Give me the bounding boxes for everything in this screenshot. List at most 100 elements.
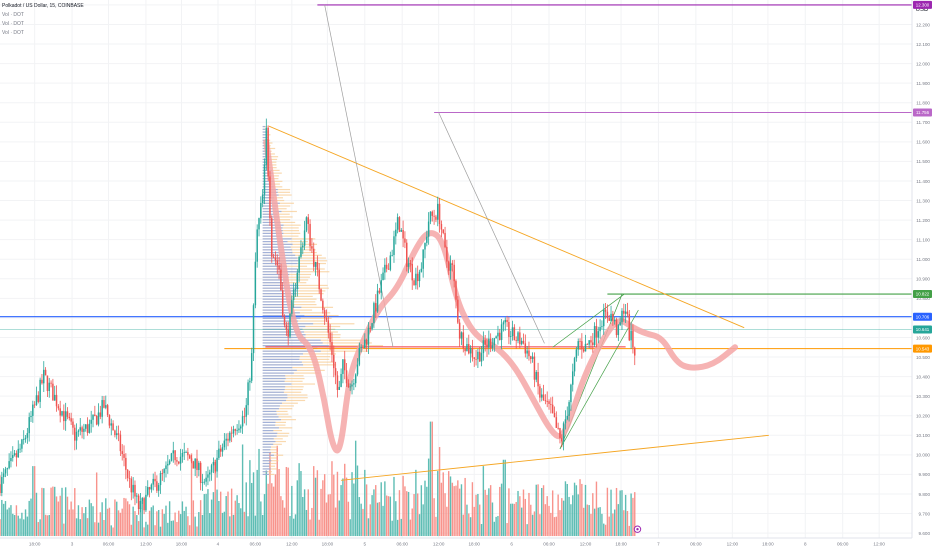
- candle-body: [400, 230, 403, 232]
- candle-body: [420, 268, 423, 272]
- volume-bar: [604, 524, 607, 537]
- volume-bar: [404, 486, 406, 537]
- candle-body: [30, 415, 32, 418]
- volume-bar: [234, 500, 236, 537]
- vp-row-up: [262, 457, 271, 459]
- candle-body: [101, 400, 103, 417]
- volume-bar: [72, 509, 74, 537]
- vp-row-up: [262, 438, 274, 440]
- volume-bar: [499, 486, 501, 537]
- candle-body: [489, 338, 492, 349]
- candle-body: [254, 261, 257, 306]
- candle-body: [223, 440, 226, 448]
- candle-body: [528, 350, 530, 357]
- volume-bar: [568, 496, 570, 537]
- candle-body: [291, 300, 293, 314]
- candle-body: [86, 424, 89, 433]
- indicator-volume-1[interactable]: Vol · DOT: [2, 12, 24, 18]
- volume-bar: [553, 517, 556, 537]
- candle-body: [88, 423, 91, 433]
- candle-body: [634, 347, 636, 356]
- volume-bar: [415, 469, 417, 537]
- indicator-volume-3[interactable]: Vol · DOT: [2, 30, 24, 36]
- vp-row-up: [262, 408, 279, 410]
- candle-body: [13, 453, 16, 456]
- vp-row-up: [262, 421, 276, 423]
- volume-bar: [260, 501, 262, 537]
- volume-bar: [55, 496, 58, 537]
- volume-bar: [291, 485, 293, 537]
- volume-bar: [475, 494, 477, 537]
- time-tick-label: 18:00: [176, 542, 188, 547]
- vp-row-up: [262, 446, 271, 448]
- vp-row-up: [262, 377, 286, 380]
- volume-bar: [510, 503, 512, 537]
- candle-body: [37, 395, 40, 402]
- volume-bar: [57, 501, 60, 537]
- candle-body: [240, 426, 242, 429]
- volume-bar: [550, 512, 552, 537]
- candle-body: [624, 311, 627, 314]
- candle-body: [548, 401, 550, 405]
- candle-body: [274, 257, 277, 261]
- candle-body: [21, 439, 23, 449]
- candle-body: [307, 217, 310, 224]
- volume-bar: [422, 504, 424, 537]
- volume-bar: [581, 483, 583, 537]
- volume-bar: [225, 496, 227, 537]
- vp-row-up: [262, 202, 280, 204]
- vp-row-up: [262, 353, 304, 355]
- price-tick-label: 12.000: [916, 61, 930, 66]
- volume-bar: [489, 485, 492, 537]
- volume-bar: [238, 503, 240, 537]
- candle-body: [172, 450, 175, 454]
- volume-bar: [199, 500, 202, 537]
- vp-row-up: [262, 293, 297, 295]
- volume-bar: [360, 503, 362, 537]
- volume-bar: [566, 483, 568, 537]
- candle-body: [354, 374, 357, 384]
- candle-body: [433, 215, 435, 217]
- symbol-title[interactable]: Polkadot / US Dollar, 15, COINBASE: [2, 3, 84, 9]
- candle-body: [559, 428, 561, 438]
- volume-bar: [121, 508, 123, 537]
- time-axis-background: [0, 538, 912, 550]
- candle-body: [294, 288, 297, 290]
- candle-body: [35, 395, 38, 405]
- volume-bar: [276, 445, 278, 537]
- candle-body: [437, 203, 439, 220]
- candle-body: [198, 462, 200, 471]
- candle-body: [513, 327, 516, 341]
- candle-body: [174, 450, 176, 461]
- candle-body: [250, 353, 253, 381]
- time-tick-label: 06:00: [837, 542, 849, 547]
- candle-body: [154, 478, 156, 482]
- candle-body: [632, 330, 634, 348]
- candle-body: [621, 310, 623, 323]
- volume-bar: [376, 502, 379, 537]
- volume-bar: [500, 483, 503, 537]
- volume-bar: [220, 491, 222, 537]
- time-axis[interactable]: 18:00 3 06:00 12:00 18:00 4 06:00 12:00 18:00 5 06…: [0, 537, 912, 550]
- volume-bar: [482, 466, 485, 537]
- candle-body: [196, 458, 198, 471]
- volume-bar: [599, 507, 601, 537]
- candle-body: [462, 332, 465, 349]
- volume-bar: [493, 521, 496, 537]
- vp-row-up: [262, 386, 286, 388]
- volume-bar: [147, 524, 149, 537]
- candle-body: [117, 433, 120, 435]
- volume-bar: [537, 484, 539, 537]
- volume-bar: [294, 514, 297, 537]
- volume-bar: [515, 502, 517, 537]
- candle-body: [533, 356, 536, 380]
- candle-body: [134, 484, 136, 497]
- candle-body: [595, 326, 598, 338]
- volume-bar: [347, 501, 350, 537]
- vp-row-up: [262, 388, 285, 391]
- indicator-volume-2[interactable]: Vol · DOT: [2, 21, 24, 27]
- candle-body: [2, 473, 5, 478]
- candle-body: [506, 319, 508, 322]
